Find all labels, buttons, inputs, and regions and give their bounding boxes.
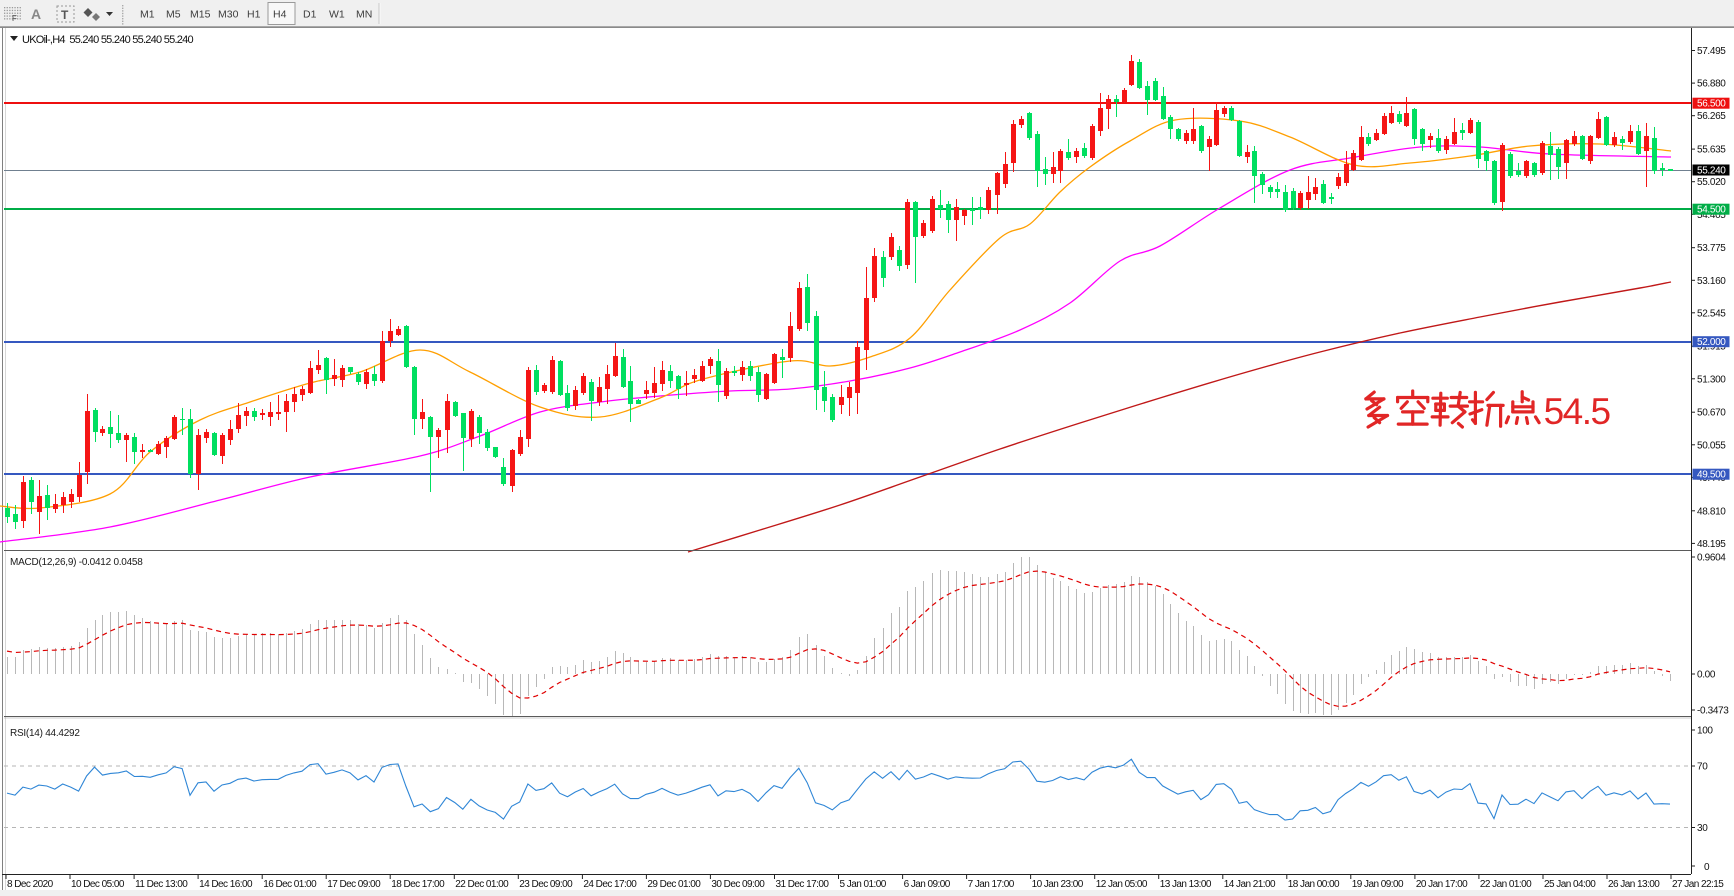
svg-text:M30: M30 xyxy=(218,9,239,21)
svg-text:M1: M1 xyxy=(140,9,155,21)
svg-text:13 Jan 13:00: 13 Jan 13:00 xyxy=(1160,879,1212,890)
svg-text:MN: MN xyxy=(356,9,372,21)
svg-text:50.055: 50.055 xyxy=(1697,440,1726,451)
svg-text:A: A xyxy=(31,6,41,22)
svg-text:17 Dec 09:00: 17 Dec 09:00 xyxy=(327,879,381,890)
svg-text:53.775: 53.775 xyxy=(1697,243,1726,254)
svg-text:100: 100 xyxy=(1697,726,1713,737)
svg-text:23 Dec 09:00: 23 Dec 09:00 xyxy=(519,879,573,890)
svg-text:M15: M15 xyxy=(190,9,211,21)
svg-text:52.000: 52.000 xyxy=(1697,337,1726,348)
svg-text:56.265: 56.265 xyxy=(1697,111,1726,122)
svg-text:M5: M5 xyxy=(166,9,181,21)
svg-text:-0.3473: -0.3473 xyxy=(1697,706,1729,717)
svg-text:18 Jan 00:00: 18 Jan 00:00 xyxy=(1288,879,1340,890)
svg-text:51.300: 51.300 xyxy=(1697,374,1726,385)
svg-text:RSI(14) 44.4292: RSI(14) 44.4292 xyxy=(10,728,80,739)
svg-text:0.00: 0.00 xyxy=(1697,670,1716,681)
svg-text:6 Jan 09:00: 6 Jan 09:00 xyxy=(904,879,951,890)
svg-text:16 Dec 01:00: 16 Dec 01:00 xyxy=(263,879,317,890)
svg-text:10 Dec 05:00: 10 Dec 05:00 xyxy=(71,879,125,890)
svg-text:14 Dec 16:00: 14 Dec 16:00 xyxy=(199,879,253,890)
svg-text:H4: H4 xyxy=(273,9,287,21)
svg-text:0: 0 xyxy=(1704,862,1710,873)
svg-text:12 Jan 05:00: 12 Jan 05:00 xyxy=(1096,879,1148,890)
svg-text:29 Dec 01:00: 29 Dec 01:00 xyxy=(647,879,701,890)
svg-text:UKOil-,H4 55.240 55.240 55.24: UKOil-,H4 55.240 55.240 55.240 55.240 xyxy=(22,34,193,46)
svg-text:52.545: 52.545 xyxy=(1697,308,1726,319)
svg-text:55.635: 55.635 xyxy=(1697,145,1726,156)
svg-text:56.880: 56.880 xyxy=(1697,79,1726,90)
svg-text:56.500: 56.500 xyxy=(1697,99,1726,110)
svg-text:H1: H1 xyxy=(247,9,261,21)
svg-text:48.810: 48.810 xyxy=(1697,506,1726,517)
svg-text:10 Jan 23:00: 10 Jan 23:00 xyxy=(1032,879,1084,890)
svg-text:5 Jan 01:00: 5 Jan 01:00 xyxy=(840,879,887,890)
svg-text:F: F xyxy=(12,14,17,23)
svg-text:53.160: 53.160 xyxy=(1697,276,1726,287)
svg-text:14 Jan 21:00: 14 Jan 21:00 xyxy=(1224,879,1276,890)
svg-text:24 Dec 17:00: 24 Dec 17:00 xyxy=(583,879,637,890)
svg-text:54.405: 54.405 xyxy=(1697,210,1726,221)
svg-text:W1: W1 xyxy=(329,9,345,21)
svg-text:22 Dec 01:00: 22 Dec 01:00 xyxy=(455,879,509,890)
svg-text:48.195: 48.195 xyxy=(1697,539,1726,550)
svg-text:49.500: 49.500 xyxy=(1697,470,1726,481)
svg-text:22 Jan 01:00: 22 Jan 01:00 xyxy=(1480,879,1532,890)
svg-text:54.5: 54.5 xyxy=(1544,391,1611,432)
svg-text:25 Jan 04:00: 25 Jan 04:00 xyxy=(1544,879,1596,890)
svg-text:T: T xyxy=(61,8,69,22)
svg-text:27 Jan 22:15: 27 Jan 22:15 xyxy=(1672,879,1724,890)
svg-text:11 Dec 13:00: 11 Dec 13:00 xyxy=(135,879,188,890)
svg-text:57.495: 57.495 xyxy=(1697,46,1726,57)
svg-text:18 Dec 17:00: 18 Dec 17:00 xyxy=(391,879,445,890)
svg-text:19 Jan 09:00: 19 Jan 09:00 xyxy=(1352,879,1404,890)
svg-text:50.670: 50.670 xyxy=(1697,408,1726,419)
svg-text:0.9604: 0.9604 xyxy=(1697,553,1726,564)
svg-text:MACD(12,26,9) -0.0412 0.0458: MACD(12,26,9) -0.0412 0.0458 xyxy=(10,557,143,568)
svg-text:55.240: 55.240 xyxy=(1697,166,1726,177)
svg-text:31 Dec 17:00: 31 Dec 17:00 xyxy=(776,879,830,890)
svg-text:30 Dec 09:00: 30 Dec 09:00 xyxy=(711,879,765,890)
svg-text:70: 70 xyxy=(1697,762,1708,773)
svg-text:20 Jan 17:00: 20 Jan 17:00 xyxy=(1416,879,1468,890)
svg-text:30: 30 xyxy=(1697,823,1708,834)
svg-text:7 Jan 17:00: 7 Jan 17:00 xyxy=(968,879,1015,890)
svg-text:54.500: 54.500 xyxy=(1697,205,1726,216)
svg-text:55.020: 55.020 xyxy=(1697,177,1726,188)
svg-text:D1: D1 xyxy=(303,9,317,21)
svg-text:8 Dec 2020: 8 Dec 2020 xyxy=(7,879,54,890)
svg-text:26 Jan 13:00: 26 Jan 13:00 xyxy=(1608,879,1660,890)
